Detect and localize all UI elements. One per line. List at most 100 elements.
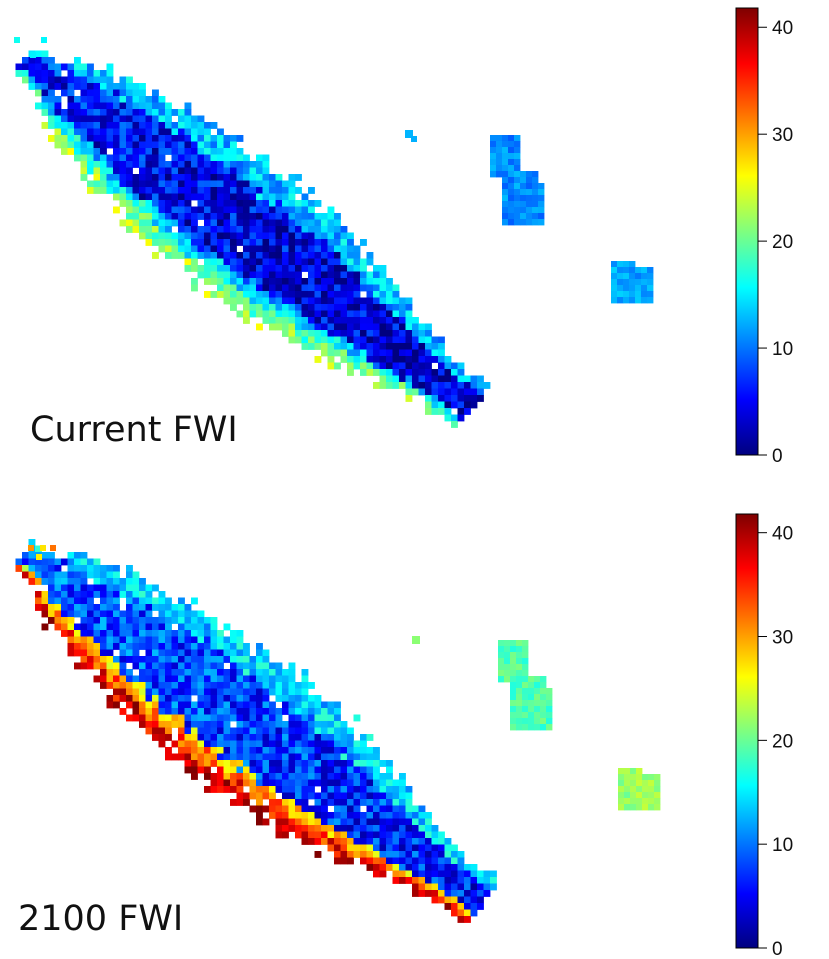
map-cell <box>191 636 198 644</box>
map-cell <box>269 265 276 272</box>
map-cell <box>353 753 361 761</box>
map-cell <box>340 857 348 865</box>
map-cell <box>275 766 283 774</box>
island-mare <box>611 285 618 292</box>
map-cell <box>373 278 380 285</box>
map-cell <box>35 57 42 64</box>
map-cell <box>67 617 75 624</box>
map-cell <box>308 187 315 194</box>
map-cell <box>35 76 42 84</box>
map-cell <box>295 740 302 748</box>
map-cell <box>106 141 114 149</box>
map-cell <box>282 753 289 761</box>
map-cell <box>314 812 322 819</box>
map-cell <box>353 330 361 337</box>
map-cell <box>217 167 224 175</box>
map-cell <box>223 773 231 780</box>
map-cell <box>269 753 276 761</box>
map-cell <box>327 701 335 709</box>
map-cell <box>132 141 140 149</box>
map-cell <box>106 180 114 188</box>
map-cell <box>444 375 452 383</box>
map-cell <box>269 734 276 741</box>
island-lifou <box>546 706 553 713</box>
map-cell <box>399 786 406 793</box>
map-cell <box>184 610 192 618</box>
map-cell <box>74 597 81 605</box>
map-cell <box>249 779 257 787</box>
map-cell <box>178 682 185 689</box>
map-cell <box>288 675 296 683</box>
map-cell <box>28 552 36 559</box>
map-cell <box>262 682 270 689</box>
map-cell <box>457 916 465 923</box>
map-cell <box>464 864 471 871</box>
map-cell <box>171 148 179 155</box>
map-cell <box>405 388 413 396</box>
map-cell <box>340 226 348 233</box>
map-cell <box>139 213 146 220</box>
map-cell <box>379 362 387 370</box>
map-cell <box>451 421 458 428</box>
map-cell <box>275 193 283 201</box>
map-cell <box>314 701 322 709</box>
map-cell <box>262 239 270 246</box>
map-cell <box>204 219 211 227</box>
map-cell <box>373 330 380 337</box>
map-cell <box>184 721 192 728</box>
map-cell <box>145 96 153 103</box>
map-cell <box>301 682 309 689</box>
map-cell <box>236 278 244 285</box>
map-cell <box>438 362 445 370</box>
map-cell <box>80 610 88 618</box>
map-cell <box>87 63 94 71</box>
map-cell <box>288 773 296 780</box>
map-cell <box>379 375 387 383</box>
map-cell <box>256 818 263 826</box>
map-cell <box>139 682 146 689</box>
map-cell <box>301 695 309 702</box>
map-cell <box>327 330 335 337</box>
map-cell <box>204 734 211 741</box>
map-cell <box>217 174 224 181</box>
map-cell <box>100 578 107 585</box>
map-cell <box>334 812 341 819</box>
map-cell <box>373 362 380 370</box>
map-cell <box>171 180 179 188</box>
map-cell <box>191 610 198 618</box>
map-cell <box>327 792 335 800</box>
map-cell <box>197 701 205 709</box>
map-cell <box>451 388 458 396</box>
island-mare <box>623 261 630 268</box>
map-cell <box>366 369 374 376</box>
map-cell <box>301 239 309 246</box>
island-lifou <box>516 688 523 695</box>
map-cell <box>347 369 354 376</box>
map-cell <box>457 414 465 422</box>
island-lifou <box>528 706 535 713</box>
map-cell <box>126 226 133 233</box>
map-cell <box>139 721 146 728</box>
map-cell <box>249 740 257 748</box>
map-cell <box>230 278 237 285</box>
map-cell <box>444 414 452 422</box>
map-cell <box>295 825 302 832</box>
map-cell <box>165 708 172 715</box>
map-cell <box>217 714 224 722</box>
map-cell <box>106 604 114 611</box>
map-cell <box>431 382 439 389</box>
map-cell <box>347 773 354 780</box>
map-cell <box>145 695 153 702</box>
map-cell <box>223 623 231 631</box>
map-cell <box>392 362 400 370</box>
map-cell <box>275 226 283 233</box>
map-cell <box>67 636 75 644</box>
map-cell <box>373 831 380 839</box>
island-mare <box>611 273 618 280</box>
map-cell <box>483 382 491 389</box>
map-cell <box>444 896 452 904</box>
map-cell <box>457 382 465 389</box>
map-cell <box>360 349 367 357</box>
map-cell <box>438 851 445 858</box>
map-cell <box>126 180 133 188</box>
